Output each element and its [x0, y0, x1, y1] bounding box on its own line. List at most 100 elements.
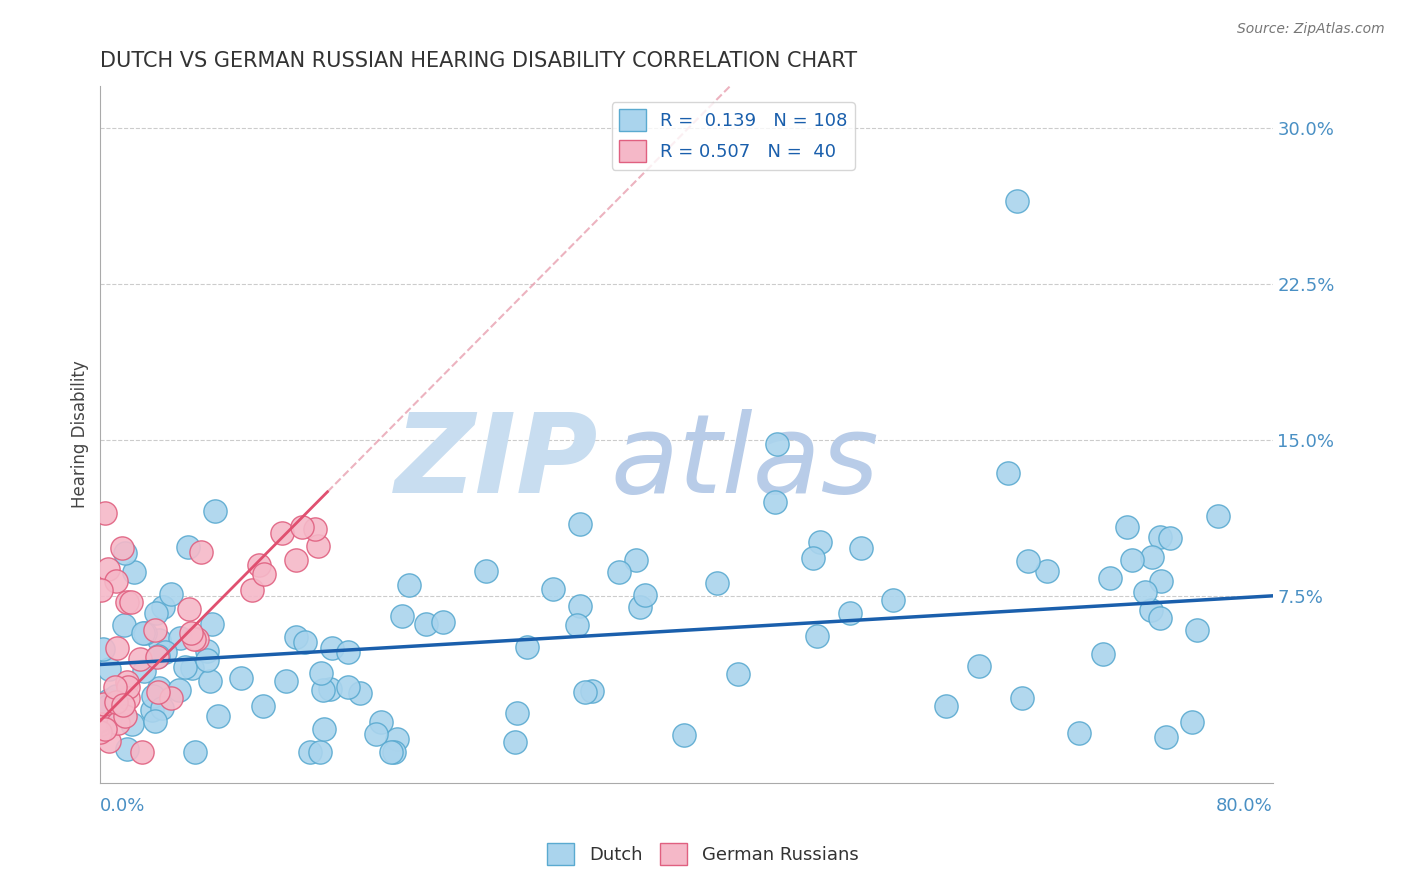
- Point: [506, 706, 529, 721]
- Legend: R =  0.139   N = 108, R = 0.507   N =  40: R = 0.139 N = 108, R = 0.507 N = 40: [612, 102, 855, 169]
- Point: [143, 623, 166, 637]
- Point: [253, 567, 276, 582]
- Point: [153, 645, 176, 659]
- Point: [1142, 550, 1164, 565]
- Point: [284, 630, 307, 644]
- Point: [1005, 194, 1028, 208]
- Point: [112, 617, 135, 632]
- Point: [97, 699, 120, 714]
- Point: [204, 504, 226, 518]
- Text: 0.0%: 0.0%: [100, 797, 146, 815]
- Point: [1149, 530, 1171, 544]
- Point: [180, 661, 202, 675]
- Point: [385, 731, 408, 746]
- Point: [285, 553, 308, 567]
- Legend: Dutch, German Russians: Dutch, German Russians: [540, 836, 866, 872]
- Point: [152, 599, 174, 614]
- Point: [167, 682, 190, 697]
- Point: [309, 665, 332, 680]
- Text: 80.0%: 80.0%: [1216, 797, 1272, 815]
- Point: [117, 681, 139, 695]
- Point: [503, 735, 526, 749]
- Point: [107, 716, 129, 731]
- Text: ZIP: ZIP: [395, 409, 599, 516]
- Point: [801, 550, 824, 565]
- Point: [1017, 554, 1039, 568]
- Point: [321, 640, 343, 655]
- Text: atlas: atlas: [610, 409, 879, 516]
- Point: [145, 606, 167, 620]
- Point: [312, 722, 335, 736]
- Point: [1121, 553, 1143, 567]
- Point: [882, 592, 904, 607]
- Point: [628, 599, 651, 614]
- Point: [763, 494, 786, 508]
- Point: [134, 626, 156, 640]
- Point: [1181, 715, 1204, 730]
- Point: [1116, 520, 1139, 534]
- Point: [105, 640, 128, 655]
- Point: [201, 616, 224, 631]
- Point: [1156, 730, 1178, 744]
- Point: [364, 727, 387, 741]
- Point: [337, 645, 360, 659]
- Point: [148, 684, 170, 698]
- Point: [307, 539, 329, 553]
- Point: [1011, 690, 1033, 705]
- Point: [183, 632, 205, 646]
- Point: [1185, 624, 1208, 638]
- Point: [319, 681, 342, 696]
- Point: [806, 629, 828, 643]
- Point: [142, 689, 165, 703]
- Point: [146, 649, 169, 664]
- Point: [143, 714, 166, 729]
- Point: [1150, 574, 1173, 588]
- Point: [309, 745, 332, 759]
- Point: [706, 575, 728, 590]
- Point: [93, 698, 115, 712]
- Point: [276, 673, 298, 688]
- Point: [111, 698, 134, 713]
- Point: [90, 717, 112, 731]
- Point: [1036, 564, 1059, 578]
- Point: [94, 722, 117, 736]
- Point: [114, 546, 136, 560]
- Point: [121, 717, 143, 731]
- Point: [1140, 603, 1163, 617]
- Point: [380, 745, 402, 759]
- Point: [97, 692, 120, 706]
- Point: [128, 652, 150, 666]
- Point: [475, 564, 498, 578]
- Point: [122, 565, 145, 579]
- Point: [190, 545, 212, 559]
- Point: [117, 690, 139, 705]
- Point: [160, 691, 183, 706]
- Point: [97, 562, 120, 576]
- Point: [117, 742, 139, 756]
- Point: [626, 553, 648, 567]
- Point: [148, 681, 170, 695]
- Point: [291, 520, 314, 534]
- Point: [370, 715, 392, 730]
- Point: [169, 631, 191, 645]
- Point: [183, 745, 205, 759]
- Point: [195, 653, 218, 667]
- Point: [103, 680, 125, 694]
- Point: [516, 640, 538, 655]
- Point: [304, 522, 326, 536]
- Point: [607, 565, 630, 579]
- Point: [568, 599, 591, 614]
- Point: [91, 641, 114, 656]
- Point: [114, 709, 136, 723]
- Point: [838, 606, 860, 620]
- Point: [1092, 648, 1115, 662]
- Point: [252, 698, 274, 713]
- Point: [415, 616, 437, 631]
- Y-axis label: Hearing Disability: Hearing Disability: [72, 360, 89, 508]
- Point: [115, 674, 138, 689]
- Point: [766, 437, 789, 451]
- Point: [98, 662, 121, 676]
- Point: [391, 609, 413, 624]
- Point: [574, 685, 596, 699]
- Point: [565, 618, 588, 632]
